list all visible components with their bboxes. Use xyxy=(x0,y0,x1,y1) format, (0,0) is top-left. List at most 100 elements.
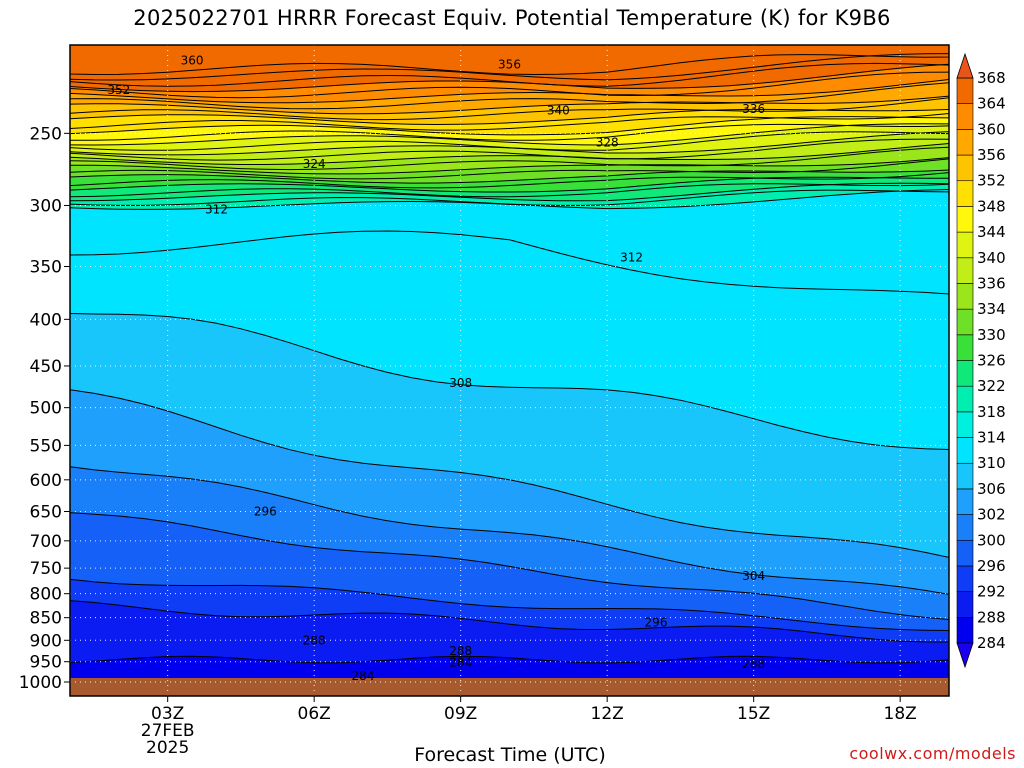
contour-label-text: 288 xyxy=(449,644,472,658)
y-tick-label: 800 xyxy=(30,585,62,605)
contour-label: 360 xyxy=(181,54,204,68)
contour-label-text: 296 xyxy=(254,505,277,519)
y-tick-label: 900 xyxy=(30,631,62,651)
contour-label: 312 xyxy=(205,202,228,216)
colorbar-swatch xyxy=(956,437,974,464)
contour-label: 328 xyxy=(596,136,619,150)
y-tick-label: 250 xyxy=(30,124,62,144)
contour-line xyxy=(70,600,949,643)
x-tick-label: 09Z xyxy=(444,704,477,724)
colorbar-label: 292 xyxy=(977,583,1006,601)
contour-label: 312 xyxy=(620,250,643,264)
contour-line xyxy=(70,578,949,632)
colorbar-swatch xyxy=(956,231,974,259)
y-tick-label: 350 xyxy=(30,257,62,277)
contour-line xyxy=(70,78,949,104)
colorbar-label: 296 xyxy=(977,557,1006,575)
colorbar-label: 284 xyxy=(977,634,1006,652)
colorbar-swatch xyxy=(956,488,974,515)
y-tick-label: 300 xyxy=(30,196,62,216)
plot-frame xyxy=(69,44,950,697)
contour-label-text: 304 xyxy=(742,569,765,583)
contour-label-text: 324 xyxy=(303,157,326,171)
contour-line xyxy=(70,82,949,110)
contour-line xyxy=(70,142,949,165)
credit-text[interactable]: coolwx.com/models xyxy=(849,744,1016,763)
contour-label-text: 308 xyxy=(449,376,472,390)
colorbar-label: 314 xyxy=(977,429,1006,447)
colorbar-swatch xyxy=(956,308,974,336)
x-tick-label: 03Z xyxy=(151,704,184,724)
plot-area: 360 356 352 340 336 328 324 312 312 308 296 304 296 2… xyxy=(70,45,949,696)
colorbar-swatch xyxy=(956,565,974,592)
x-date-label: 27FEB xyxy=(141,721,195,741)
contour-line xyxy=(70,512,949,621)
colorbar-label: 300 xyxy=(977,531,1006,549)
colorbar-swatch xyxy=(956,539,974,567)
contour-label-text: 328 xyxy=(596,136,619,150)
contour-line xyxy=(70,112,949,131)
colorbar-label: 330 xyxy=(977,326,1006,344)
colorbar-swatch xyxy=(956,514,974,541)
colorbar-swatch xyxy=(956,257,974,284)
y-tick-label: 950 xyxy=(30,653,62,673)
y-tick-label: 750 xyxy=(30,559,62,579)
contour-label: 304 xyxy=(742,569,765,583)
colorbar-label: 352 xyxy=(977,172,1006,190)
contour-label-text: 360 xyxy=(181,54,204,68)
colorbar-label: 326 xyxy=(977,352,1006,370)
y-tick-label: 550 xyxy=(30,436,62,456)
contour-line xyxy=(70,389,949,558)
colorbar-swatch xyxy=(956,154,974,182)
contour-label: 352 xyxy=(107,83,130,97)
contour-line xyxy=(70,97,949,121)
contour-line xyxy=(70,183,949,198)
contour-label: 296 xyxy=(254,505,277,519)
contour-line xyxy=(70,157,949,175)
contour-line xyxy=(70,176,949,193)
colorbar-swatch xyxy=(956,462,974,490)
contour-label: 288 xyxy=(449,644,472,658)
contour-label-text: 356 xyxy=(498,57,521,71)
contour-line xyxy=(70,312,949,451)
contour-label: 324 xyxy=(303,157,326,171)
contour-label: 356 xyxy=(498,57,521,71)
colorbar-label: 364 xyxy=(977,95,1006,113)
contour-label: 284 xyxy=(449,656,472,670)
contour-line xyxy=(70,158,949,180)
colorbar-swatch xyxy=(956,385,974,413)
contour-label: 288 xyxy=(742,657,765,671)
y-tick-label: 600 xyxy=(30,471,62,491)
contour-line xyxy=(70,95,949,115)
contour-label-text: 284 xyxy=(449,656,472,670)
contour-line xyxy=(70,62,949,87)
colorbar-swatch xyxy=(956,617,974,644)
colorbar-label: 322 xyxy=(977,377,1006,395)
x-axis-label: Forecast Time (UTC) xyxy=(414,744,606,766)
contour-label: 336 xyxy=(742,102,765,116)
y-tick-label: 1000 xyxy=(19,673,62,693)
contour-label-text: 340 xyxy=(547,104,570,118)
y-tick-label: 850 xyxy=(30,609,62,629)
colorbar-label: 334 xyxy=(977,300,1006,318)
colorbar-label: 310 xyxy=(977,454,1006,472)
contour-line xyxy=(70,189,949,206)
colorbar-swatch xyxy=(956,360,974,387)
contour-label-text: 288 xyxy=(742,657,765,671)
contour-label-text: 312 xyxy=(620,250,643,264)
colorbar-label: 360 xyxy=(977,120,1006,138)
contour-label-text: 288 xyxy=(303,633,326,647)
x-tick-label: 12Z xyxy=(591,704,624,724)
contour-label-text: 336 xyxy=(742,102,765,116)
contour-label-text: 284 xyxy=(352,669,375,683)
contour-line xyxy=(70,123,949,146)
colorbar-label: 306 xyxy=(977,480,1006,498)
contour-label: 284 xyxy=(352,669,375,683)
contour-line xyxy=(70,116,949,136)
contour-line xyxy=(70,138,949,161)
colorbar-swatch xyxy=(956,129,974,156)
contour-line xyxy=(70,71,949,99)
chart-title: 2025022701 HRRR Forecast Equiv. Potentia… xyxy=(133,6,891,30)
contour-line xyxy=(70,230,949,295)
contour-line xyxy=(70,131,949,151)
